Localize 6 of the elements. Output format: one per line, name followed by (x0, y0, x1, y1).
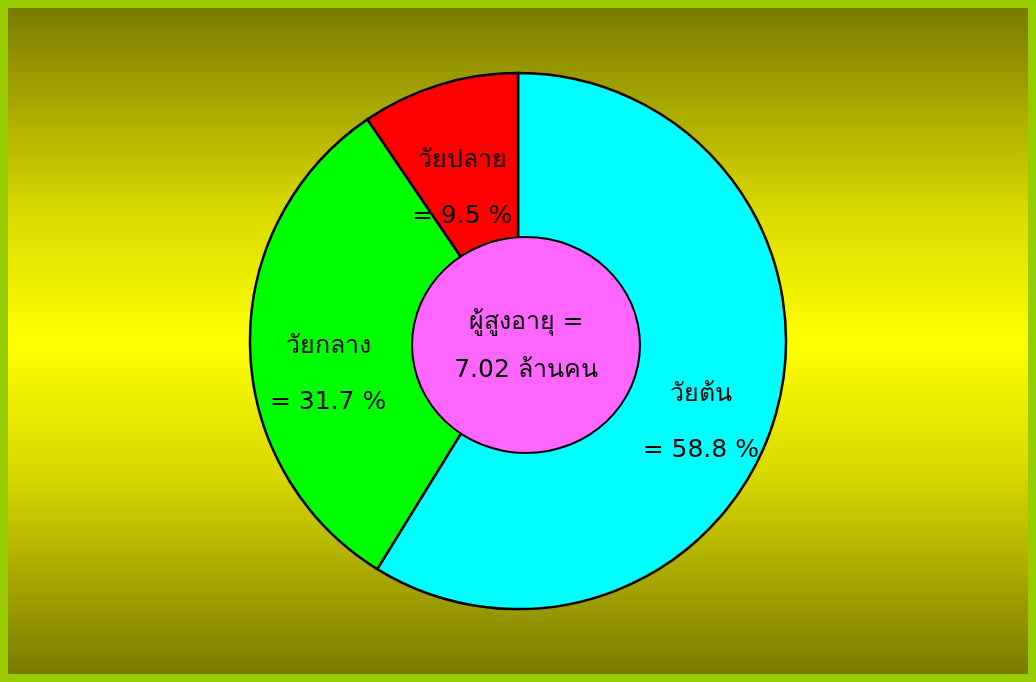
data-label: = 9.5 % (411, 200, 513, 230)
data-label: = 31.7 % (269, 386, 387, 416)
slice-label: วัยปลาย (417, 144, 507, 174)
slice-label: วัยต้น (669, 377, 732, 407)
data-label: = 58.8 % (642, 433, 759, 463)
slice-label: วัยกลาง (285, 330, 371, 360)
